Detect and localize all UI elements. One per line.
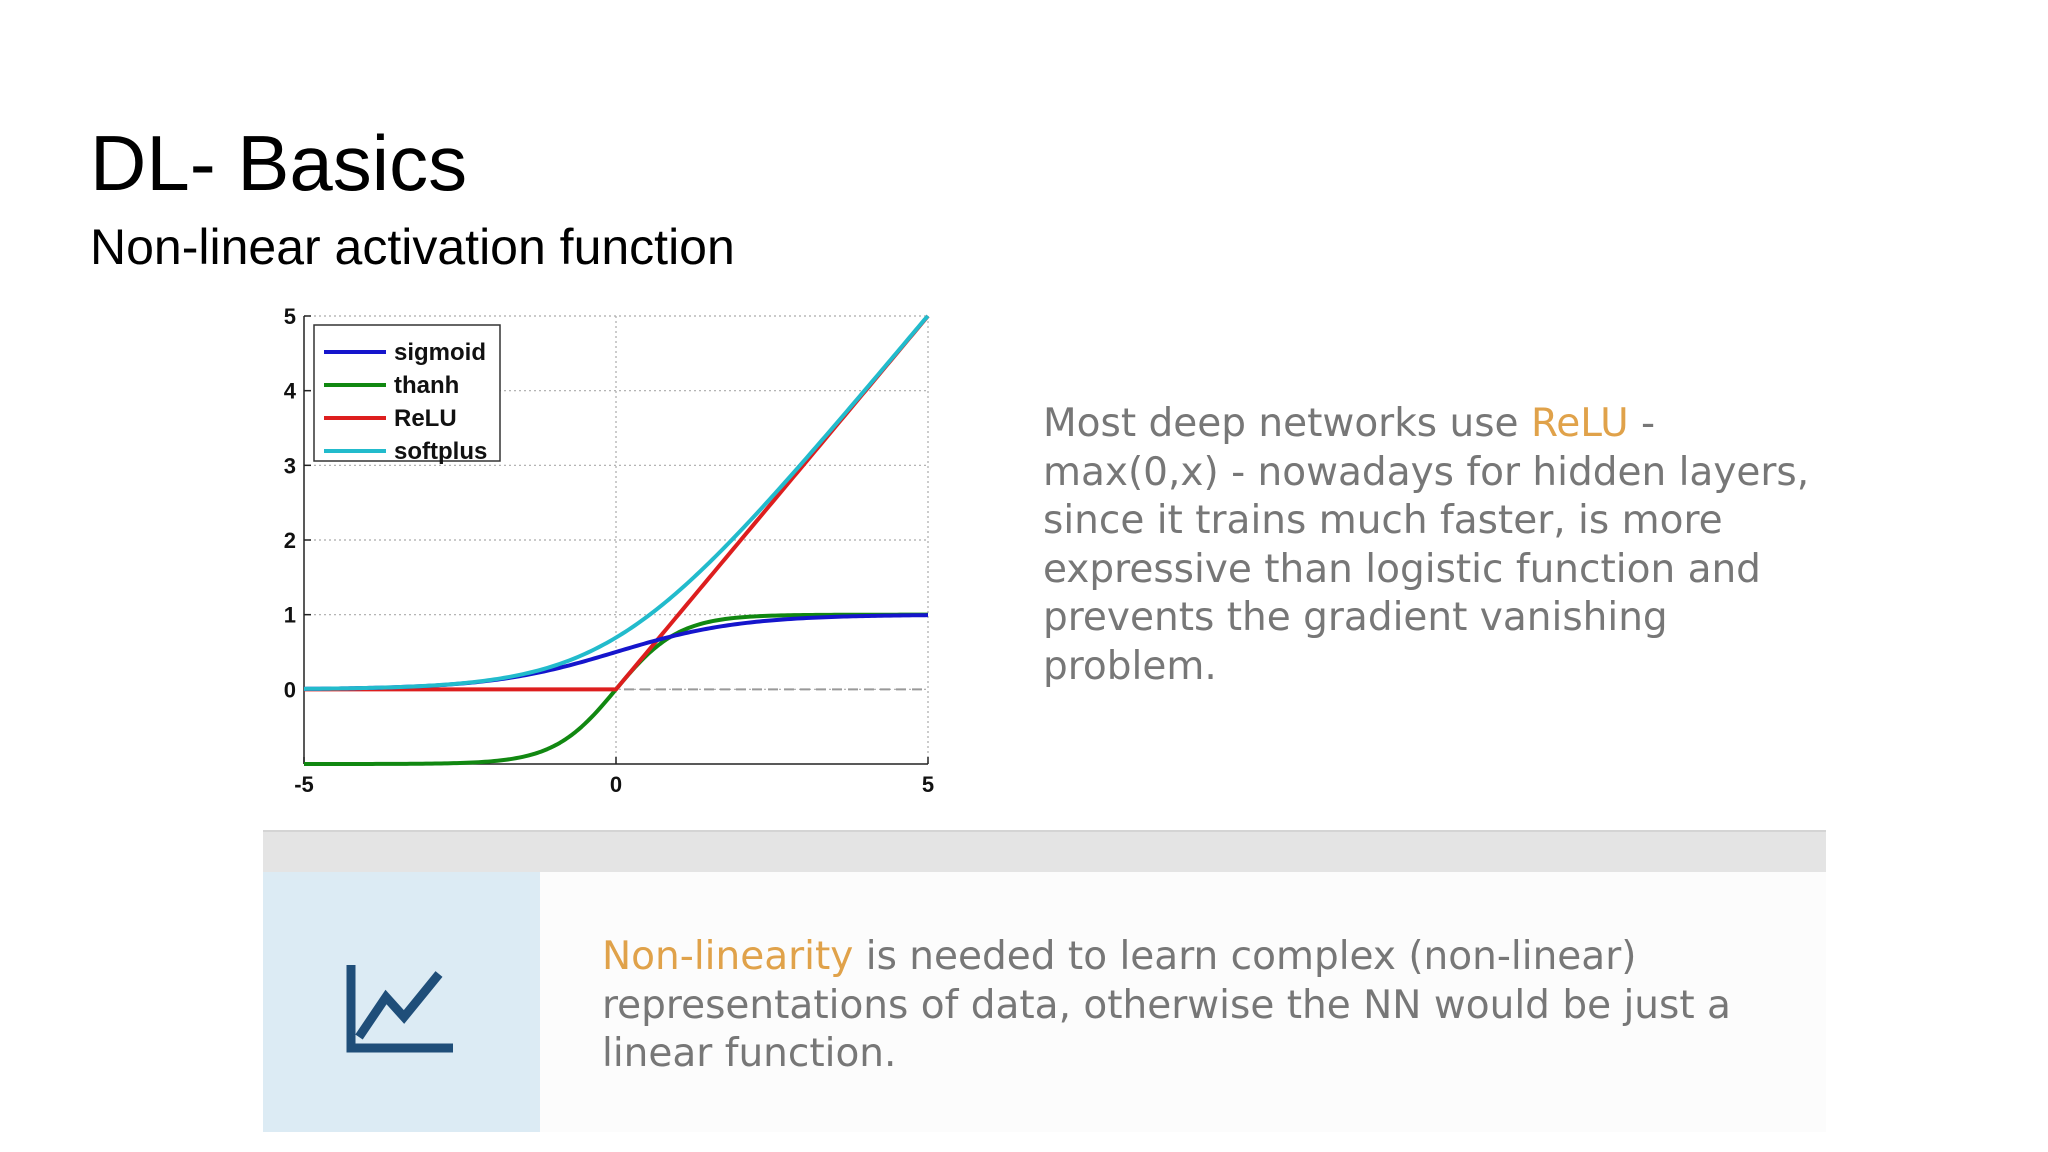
x-tick-label: 0 [610, 772, 622, 797]
y-tick-label: 4 [284, 379, 297, 404]
description-body: - max(0,x) - nowadays for hidden layers,… [1043, 401, 1810, 689]
activation-chart: 0 1 2 3 4 5 -5 0 5 sigmoid thanh ReLU softplus [270, 300, 950, 810]
icon-box [263, 872, 540, 1132]
y-tick-label: 1 [284, 603, 296, 628]
activation-chart-svg: 0 1 2 3 4 5 -5 0 5 sigmoid thanh ReLU softplus [284, 304, 934, 797]
legend-label: sigmoid [394, 339, 486, 366]
slide-title: DL- Basics [90, 119, 468, 207]
nonlinearity-note: Non-linearity is needed to learn complex… [602, 933, 1802, 1079]
nonlinearity-highlight: Non-linearity [602, 934, 854, 979]
legend-label: ReLU [394, 405, 457, 432]
divider-bar [263, 830, 1826, 874]
series-line-softplus [303, 314, 930, 691]
description-intro: Most deep networks use [1043, 401, 1531, 446]
x-tick-label: 5 [922, 772, 934, 797]
slide-subtitle: Non-linear activation function [90, 219, 735, 275]
y-tick-label: 5 [284, 304, 296, 329]
legend-box [313, 324, 501, 462]
relu-description: Most deep networks use ReLU - max(0,x) -… [1043, 400, 1843, 691]
note-body: is needed to learn complex (non-linear) … [602, 934, 1731, 1076]
x-tick-label: -5 [294, 772, 314, 797]
y-tick-label: 3 [284, 453, 296, 478]
legend-label: softplus [394, 438, 487, 465]
legend-label: thanh [394, 372, 459, 399]
y-tick-label: 2 [284, 528, 296, 553]
chart-legend: sigmoid thanh ReLU softplus [313, 324, 501, 465]
relu-highlight: ReLU [1530, 401, 1629, 446]
y-tick-label: 0 [284, 677, 296, 702]
line-chart-icon [346, 965, 453, 1053]
